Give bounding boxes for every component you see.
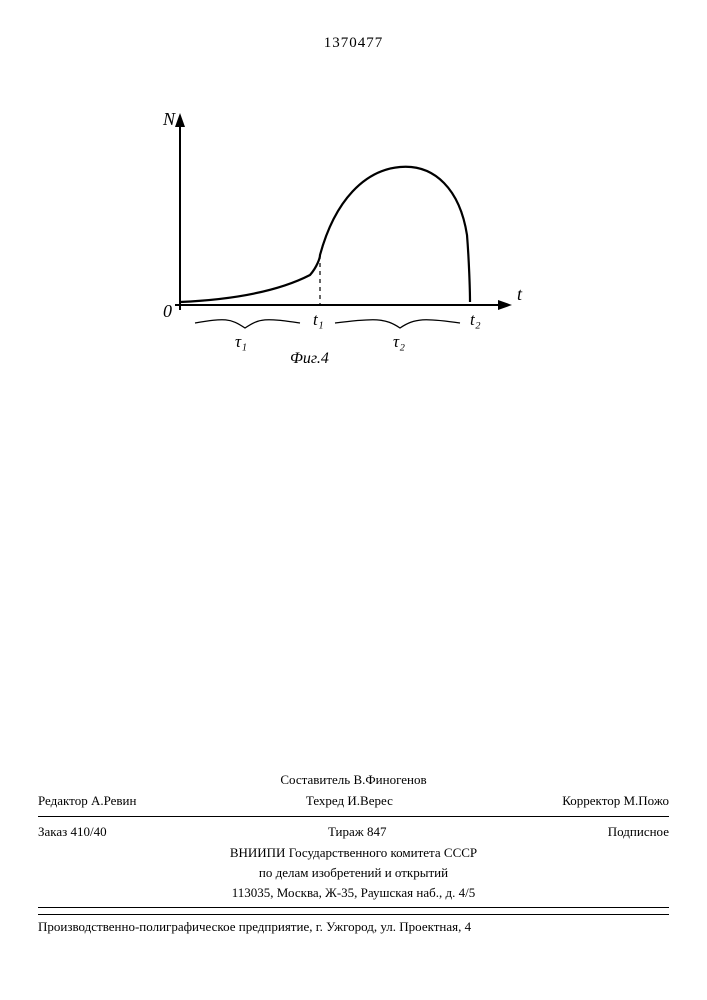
printer-text: Производственно-полиграфическое предприя… [38, 919, 669, 935]
order: Заказ 410/40 [38, 824, 107, 840]
corrector: Корректор М.Пожо [562, 793, 669, 809]
bracket-tau1 [195, 320, 300, 328]
circulation: Тираж 847 [328, 824, 387, 840]
page-number: 1370477 [0, 35, 707, 52]
curve [180, 167, 470, 302]
divider-3 [38, 914, 669, 915]
compiler-line: Составитель В.Финогенов [38, 770, 669, 790]
bracket-tau2 [335, 320, 460, 328]
x-axis-label: t [517, 284, 523, 304]
editor: Редактор А.Ревин [38, 793, 136, 809]
label-tau1: τ₁ [235, 332, 247, 351]
subscription: Подписное [608, 824, 669, 840]
org-line2: по делам изобретений и открытий [38, 863, 669, 883]
y-axis-arrow [175, 113, 185, 127]
tech: Техред И.Верес [306, 793, 393, 809]
y-axis-label: N [162, 109, 176, 129]
divider-2 [38, 907, 669, 908]
address: 113035, Москва, Ж-35, Раушская наб., д. … [38, 883, 669, 903]
footer-block: Составитель В.Финогенов Редактор А.Ревин… [38, 770, 669, 912]
chart-fig4: N t 0 t₁ t₂ τ₁ τ₂ Фиг.4 [135, 95, 555, 375]
label-tau2: τ₂ [393, 332, 405, 351]
divider-1 [38, 816, 669, 817]
org-line1: ВНИИПИ Государственного комитета СССР [38, 843, 669, 863]
printer-line: Производственно-полиграфическое предприя… [38, 910, 669, 935]
x-axis-arrow [498, 300, 512, 310]
tick-t1: t₁ [313, 310, 324, 329]
chart-caption: Фиг.4 [290, 350, 329, 367]
origin-label: 0 [163, 301, 172, 321]
tick-t2: t₂ [470, 310, 481, 329]
